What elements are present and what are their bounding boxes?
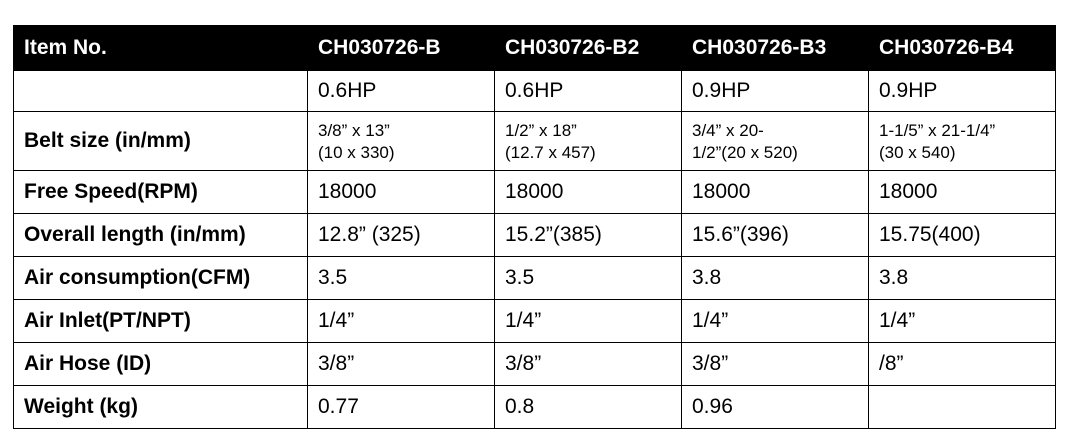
table-cell: 12.8” (325)	[307, 213, 495, 257]
cell-line-2: (10 x 330)	[318, 143, 395, 162]
table-cell: /8”	[868, 342, 1056, 386]
table-cell: 3/8”	[681, 342, 869, 386]
spec-table: Item No. CH030726-B CH030726-B2 CH030726…	[13, 25, 1056, 429]
table-row-air-consumption: Air consumption(CFM) 3.5 3.5 3.8 3.8	[13, 256, 1056, 300]
table-row-air-hose: Air Hose (ID) 3/8” 3/8” 3/8” /8”	[13, 342, 1056, 386]
header-model-3: CH030726-B3	[681, 25, 869, 71]
table-header: Item No. CH030726-B CH030726-B2 CH030726…	[13, 25, 1056, 71]
table-cell: 0.9HP	[681, 70, 869, 112]
table-cell: 0.6HP	[494, 70, 682, 112]
cell-line-2: 1/2”(20 x 520)	[692, 143, 798, 162]
row-label: Belt size (in/mm)	[13, 111, 308, 171]
header-model-1: CH030726-B	[307, 25, 495, 71]
table-cell: 1/2” x 18” (12.7 x 457)	[494, 111, 682, 171]
table-cell: 3.8	[681, 256, 869, 300]
table-cell: 0.8	[494, 385, 682, 429]
cell-line-1: 1/2” x 18”	[505, 121, 577, 140]
table-row-belt-size: Belt size (in/mm) 3/8” x 13” (10 x 330) …	[13, 111, 1056, 171]
row-label: Air consumption(CFM)	[13, 256, 308, 300]
table-cell: 3/8”	[307, 342, 495, 386]
table-cell: 3.8	[868, 256, 1056, 300]
table-row-weight: Weight (kg) 0.77 0.8 0.96	[13, 385, 1056, 429]
header-model-4: CH030726-B4	[868, 25, 1056, 71]
table-cell: 15.75(400)	[868, 213, 1056, 257]
table-body: 0.6HP 0.6HP 0.9HP 0.9HP Belt size (in/mm…	[13, 70, 1056, 429]
table-cell: 3/8” x 13” (10 x 330)	[307, 111, 495, 171]
row-label	[13, 70, 308, 112]
cell-line-1: 1-1/5” x 21-1/4”	[879, 121, 996, 140]
table-row-horsepower: 0.6HP 0.6HP 0.9HP 0.9HP	[13, 70, 1056, 112]
table-cell: 1/4”	[681, 299, 869, 343]
table-cell: 3.5	[494, 256, 682, 300]
header-row: Item No. CH030726-B CH030726-B2 CH030726…	[13, 25, 1056, 71]
table-cell: 1-1/5” x 21-1/4” (30 x 540)	[868, 111, 1056, 171]
table-cell: 3.5	[307, 256, 495, 300]
header-model-2: CH030726-B2	[494, 25, 682, 71]
row-label: Free Speed(RPM)	[13, 170, 308, 214]
table-cell: 0.77	[307, 385, 495, 429]
table-cell: 1/4”	[868, 299, 1056, 343]
table-cell: 18000	[868, 170, 1056, 214]
table-cell: 3/4” x 20- 1/2”(20 x 520)	[681, 111, 869, 171]
cell-line-2: (30 x 540)	[879, 143, 956, 162]
table-cell: 15.2”(385)	[494, 213, 682, 257]
table-cell: 1/4”	[307, 299, 495, 343]
table-cell: 18000	[307, 170, 495, 214]
table-cell: 18000	[681, 170, 869, 214]
table-row-overall-length: Overall length (in/mm) 12.8” (325) 15.2”…	[13, 213, 1056, 257]
table-cell: 0.6HP	[307, 70, 495, 112]
table-cell: 18000	[494, 170, 682, 214]
table-cell: 3/8”	[494, 342, 682, 386]
cell-line-2: (12.7 x 457)	[505, 143, 596, 162]
row-label: Weight (kg)	[13, 385, 308, 429]
row-label: Air Hose (ID)	[13, 342, 308, 386]
row-label: Air Inlet(PT/NPT)	[13, 299, 308, 343]
table-cell	[868, 385, 1056, 429]
table-cell: 15.6”(396)	[681, 213, 869, 257]
table-cell: 0.9HP	[868, 70, 1056, 112]
table-row-free-speed: Free Speed(RPM) 18000 18000 18000 18000	[13, 170, 1056, 214]
cell-line-1: 3/8” x 13”	[318, 121, 390, 140]
table-row-air-inlet: Air Inlet(PT/NPT) 1/4” 1/4” 1/4” 1/4”	[13, 299, 1056, 343]
header-item-no: Item No.	[13, 25, 308, 71]
table-cell: 1/4”	[494, 299, 682, 343]
cell-line-1: 3/4” x 20-	[692, 121, 764, 140]
row-label: Overall length (in/mm)	[13, 213, 308, 257]
table-cell: 0.96	[681, 385, 869, 429]
